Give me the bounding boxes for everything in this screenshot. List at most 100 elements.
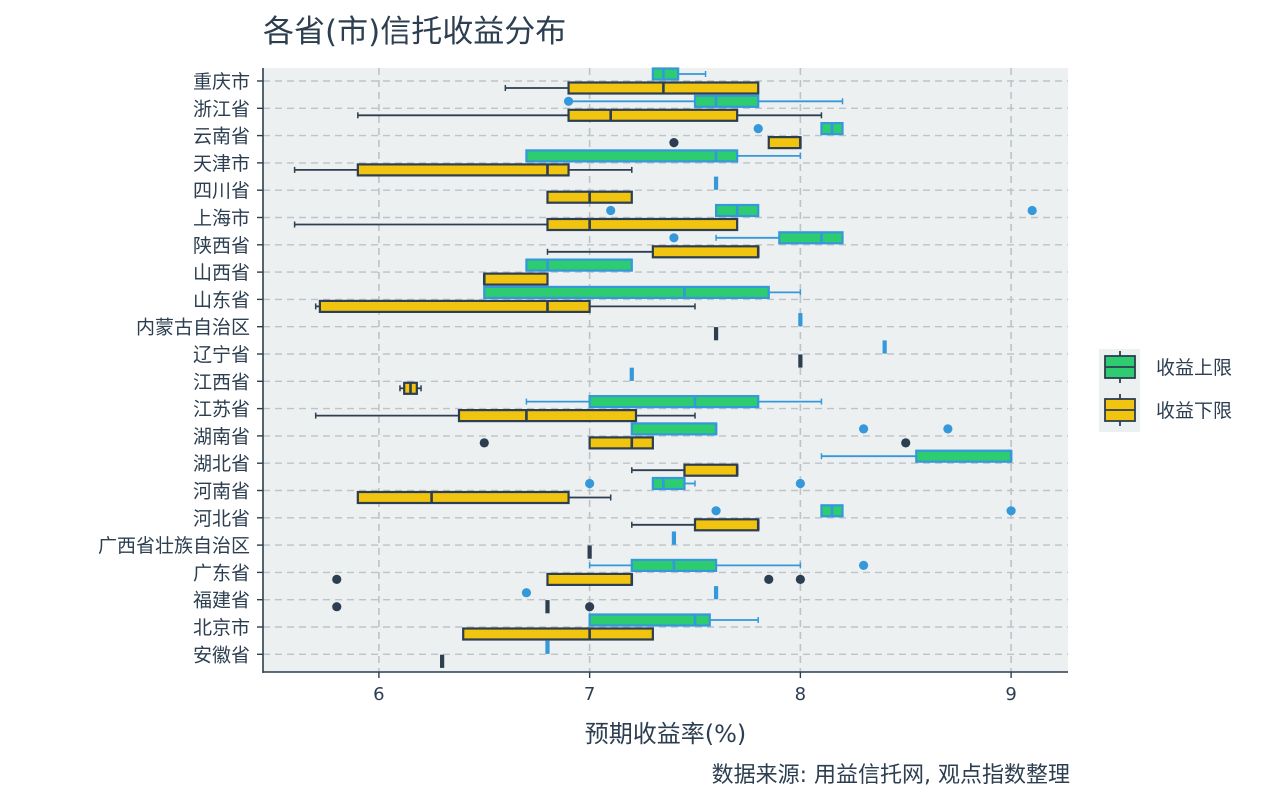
box-iqr [693, 518, 760, 532]
y-tick-label: 江苏省 [193, 399, 250, 421]
box-iqr [915, 449, 1013, 463]
outlier-point [521, 588, 532, 598]
y-tick-label: 湖南省 [193, 426, 250, 448]
box-山东省 [314, 299, 696, 313]
box-云南省 [753, 121, 844, 136]
box-陕西省 [546, 245, 760, 259]
boxplot-layer [293, 67, 1037, 668]
box-江西省 [629, 367, 634, 381]
outlier-point [711, 506, 721, 516]
outlier-point [795, 574, 805, 585]
outlier-point [1027, 205, 1037, 216]
box-河南省 [585, 476, 805, 491]
box-内蒙古自治区 [798, 313, 803, 327]
box-福建省 [521, 586, 719, 600]
box-iqr [462, 627, 654, 641]
grid-lines [263, 68, 1068, 672]
box-天津市 [525, 149, 802, 163]
box-iqr [318, 299, 591, 313]
y-tick-label: 陕西省 [193, 235, 250, 257]
box-内蒙古自治区 [713, 327, 719, 341]
box-iqr [457, 409, 638, 423]
box-安徽省 [440, 654, 445, 668]
outlier-point [606, 205, 616, 216]
box-上海市 [293, 217, 739, 232]
box-四川省 [713, 176, 719, 190]
box-辽宁省 [882, 340, 887, 354]
box-iqr [778, 231, 844, 245]
x-tick-label: 6 [373, 684, 384, 705]
y-tick-label: 河南省 [193, 481, 250, 503]
box-辽宁省 [798, 354, 803, 368]
x-tick-label: 9 [1005, 684, 1016, 705]
box-iqr [546, 217, 739, 232]
legend-item-upper: 收益上限 [1104, 351, 1232, 383]
series-lower [293, 81, 911, 668]
outlier-point [795, 478, 805, 489]
outlier-point [669, 138, 679, 148]
box-广东省 [332, 572, 805, 587]
box-iqr [767, 136, 802, 150]
box-天津市 [293, 163, 633, 177]
y-tick-label: 北京市 [193, 617, 250, 639]
y-tick-label: 湖北省 [193, 453, 250, 475]
box-江苏省 [525, 395, 823, 409]
box-山东省 [483, 285, 802, 299]
box-iqr [356, 163, 570, 177]
outlier-point [332, 574, 342, 585]
box-iqr [567, 108, 739, 122]
box-湖北省 [820, 449, 1013, 463]
box-iqr [651, 476, 686, 491]
legend-label: 收益上限 [1156, 357, 1232, 379]
outlier-point [943, 424, 953, 434]
box-iqr [525, 149, 739, 163]
box-湖南省 [479, 436, 911, 450]
box-上海市 [606, 203, 1037, 218]
legend-label: 收益下限 [1156, 400, 1232, 422]
outlier-point [669, 233, 679, 243]
x-tick-labels: 6 7 8 9 [373, 672, 1017, 705]
box-iqr [588, 613, 711, 627]
outlier-point [585, 602, 595, 612]
box-iqr [588, 436, 654, 450]
outlier-point [479, 438, 489, 448]
outlier-point [901, 438, 911, 448]
box-陕西省 [669, 231, 844, 245]
box-江西省 [399, 381, 422, 395]
outlier-point [585, 478, 595, 489]
chart-title: 各省(市)信托收益分布 [263, 14, 567, 50]
y-tick-label: 天津市 [193, 153, 250, 175]
box-iqr [630, 422, 718, 436]
box-北京市 [462, 627, 654, 641]
outlier-point [332, 602, 342, 612]
y-tick-label: 山西省 [193, 262, 250, 284]
outlier-point [753, 124, 763, 134]
box-四川省 [546, 190, 633, 204]
box-河北省 [711, 504, 1016, 518]
box-广西省壮族自治区 [587, 545, 592, 559]
box-iqr [693, 94, 760, 108]
y-tick-label: 福建省 [193, 590, 250, 612]
box-iqr [483, 285, 770, 299]
box-重庆市 [651, 67, 707, 81]
box-iqr [546, 572, 633, 587]
x-axis-title: 预期收益率(%) [585, 720, 747, 748]
outlier-point [764, 574, 774, 585]
y-tick-label: 广东省 [193, 562, 250, 584]
box-湖北省 [631, 463, 739, 477]
x-tick-label: 7 [584, 684, 595, 705]
box-iqr [356, 490, 570, 505]
box-山西省 [482, 272, 549, 286]
y-tick-labels: 重庆市浙江省云南省天津市四川省上海市陕西省山西省山东省内蒙古自治区辽宁省江西省江… [98, 71, 263, 666]
y-tick-label: 山东省 [193, 289, 250, 311]
x-tick-label: 8 [795, 684, 806, 705]
box-iqr [588, 395, 760, 409]
box-iqr [525, 258, 633, 272]
box-iqr [651, 67, 680, 81]
box-河北省 [631, 518, 760, 532]
box-iqr [651, 245, 760, 259]
box-浙江省 [357, 108, 823, 122]
box-iqr [483, 272, 549, 286]
outlier-point [563, 96, 574, 106]
